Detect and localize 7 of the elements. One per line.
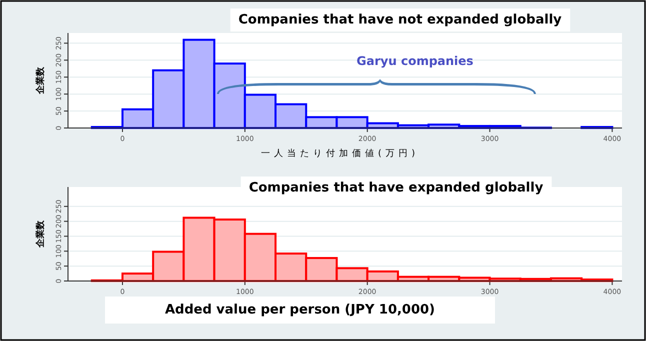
annotation: Garyu companies bbox=[356, 54, 474, 68]
y-axis-title: 企業数 bbox=[35, 220, 46, 248]
x-axis-title: Added value per person (JPY 10,000) bbox=[164, 302, 436, 318]
chart-title: Companies that have not expanded globally bbox=[238, 12, 562, 28]
x-axis-title: 一人当たり付加価値(万円) bbox=[260, 148, 420, 159]
chart-title: Companies that have expanded globally bbox=[248, 180, 544, 196]
y-axis-title: 企業数 bbox=[35, 66, 46, 95]
